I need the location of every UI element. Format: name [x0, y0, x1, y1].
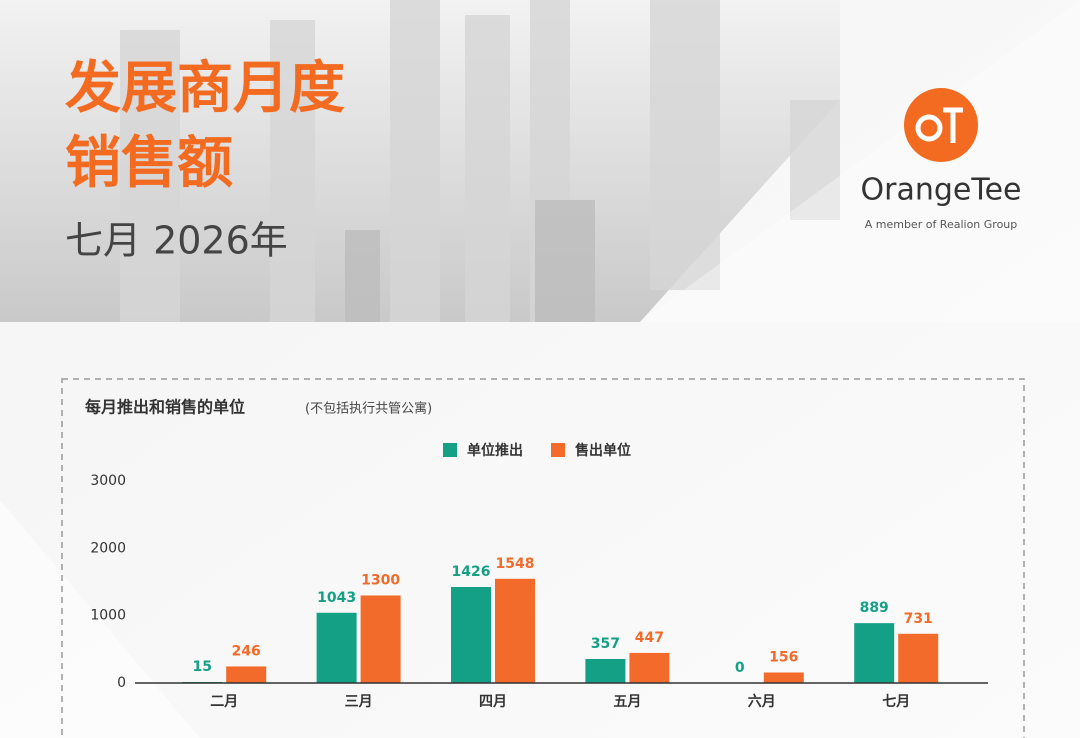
bar [316, 612, 357, 683]
logo: OrangeTee A member of Realion Group [861, 88, 1022, 231]
skyline [120, 0, 840, 322]
title: 发展商月度 [65, 56, 345, 121]
y-tick-label: 2000 [90, 540, 126, 556]
legend-swatch [551, 443, 565, 457]
bar [898, 633, 939, 683]
x-tick-label: 二月 [210, 694, 238, 710]
subtitle: 七月 2026年 [65, 219, 288, 263]
bar [763, 672, 804, 683]
data-label: 1548 [496, 556, 535, 572]
data-label: 1426 [452, 564, 491, 580]
bar [226, 666, 267, 683]
logo-mark [915, 114, 943, 142]
bar [854, 623, 895, 683]
logo-brand: OrangeTee [861, 173, 1022, 208]
data-label: 156 [769, 649, 798, 665]
x-tick-label: 五月 [613, 694, 641, 710]
building [345, 230, 380, 322]
data-label: 246 [232, 643, 261, 659]
data-label: 15 [192, 659, 211, 675]
data-label: 731 [904, 611, 933, 627]
y-tick-label: 0 [117, 675, 126, 691]
building [270, 20, 315, 322]
data-label: 447 [635, 630, 664, 646]
data-label: 1043 [317, 590, 356, 606]
chart-title: 每月推出和销售的单位 [85, 398, 245, 417]
data-label: 889 [860, 600, 889, 616]
logo-mark [943, 107, 963, 143]
bar [451, 586, 491, 683]
bar [585, 658, 626, 683]
legend-swatch [443, 443, 457, 457]
building [535, 200, 595, 322]
x-tick-label: 六月 [748, 693, 776, 710]
bar [495, 578, 535, 683]
legend-label: 售出单位 [574, 442, 631, 459]
building [650, 0, 720, 290]
bar [360, 595, 401, 683]
decor-shape [0, 500, 200, 738]
bar [629, 652, 670, 683]
legend-label: 单位推出 [467, 442, 523, 459]
data-label: 0 [735, 660, 745, 676]
chart-frame [61, 378, 1025, 738]
y-tick-label: 3000 [90, 473, 126, 489]
building [390, 0, 440, 322]
building [465, 15, 510, 322]
decor-shape [640, 0, 1080, 322]
title: 销售额 [65, 131, 233, 196]
building [120, 30, 180, 322]
y-tick-label: 1000 [90, 608, 126, 624]
chart-note: (不包括执行共管公寓) [305, 401, 432, 417]
data-label: 357 [591, 636, 620, 652]
x-tick-label: 七月 [882, 694, 910, 710]
building [790, 100, 840, 220]
x-tick-label: 四月 [479, 694, 507, 710]
data-label: 1300 [361, 572, 400, 588]
x-tick-label: 三月 [345, 694, 373, 710]
logo-tagline: A member of Realion Group [865, 218, 1018, 231]
